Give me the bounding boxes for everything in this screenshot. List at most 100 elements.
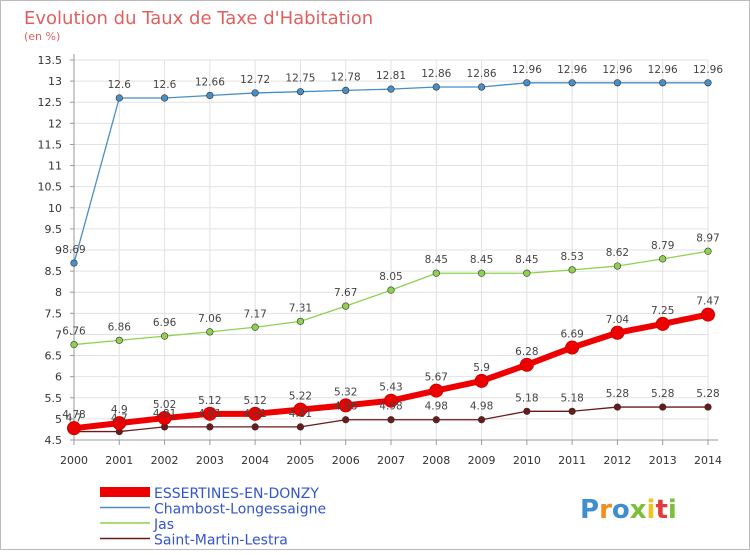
data-label: 12.96 <box>602 64 632 76</box>
data-label: 12.6 <box>153 79 177 91</box>
x-tick-label: 2010 <box>513 454 541 467</box>
data-point <box>384 393 398 408</box>
x-tick-label: 2002 <box>151 454 179 467</box>
data-label: 7.17 <box>243 308 266 320</box>
data-label: 4.98 <box>425 401 448 413</box>
axis-layer: 4.5 5 5.5 6 6.5 7 7.5 8 8.5 9 9.5 10 10.5 11 11.5 12 12.… <box>38 54 722 467</box>
x-tick-label: 2012 <box>603 454 631 467</box>
y-tick-label: 7.5 <box>45 307 63 320</box>
data-point <box>432 269 440 277</box>
data-label: 5.32 <box>334 386 357 398</box>
x-tick-label: 2013 <box>649 454 677 467</box>
data-label: 7.31 <box>289 302 312 314</box>
y-tick-label: 13.5 <box>38 54 63 67</box>
data-label: 4.98 <box>379 401 402 413</box>
data-point <box>251 89 259 97</box>
y-tick-label: 4.5 <box>45 434 63 447</box>
legend-label: Chambost-Longessaigne <box>154 502 326 518</box>
data-label: 12.96 <box>512 64 542 76</box>
data-label: 12.75 <box>285 73 315 85</box>
legend: ESSERTINES-EN-DONZYChambost-Longessaigne… <box>100 486 326 549</box>
data-label: 4.98 <box>334 401 357 413</box>
data-point <box>519 357 534 372</box>
data-point <box>251 323 259 331</box>
x-tick-label: 2004 <box>241 454 269 467</box>
data-label: 5.28 <box>651 388 674 400</box>
data-label: 12.66 <box>195 76 225 88</box>
series-chambost-longessaigne <box>70 79 712 267</box>
data-label: 7.25 <box>651 305 674 317</box>
data-point <box>523 269 531 277</box>
y-tick-label: 10.5 <box>38 181 63 194</box>
data-point <box>704 247 712 255</box>
data-point <box>248 406 263 421</box>
data-point <box>70 259 78 267</box>
data-point <box>568 407 576 415</box>
brand-letter: o <box>612 495 630 525</box>
x-tick-label: 2009 <box>468 454 496 467</box>
data-label: 12.86 <box>421 68 451 80</box>
data-point <box>202 406 217 421</box>
data-point <box>70 340 78 349</box>
data-label: 4.81 <box>289 408 312 420</box>
data-point <box>251 423 259 431</box>
x-tick-label: 2005 <box>286 454 314 467</box>
x-tick-label: 2011 <box>558 454 586 467</box>
data-point <box>523 407 531 415</box>
y-tick-label: 12.5 <box>38 96 63 109</box>
data-label: 4.81 <box>198 408 221 420</box>
data-label: 12.72 <box>240 74 270 86</box>
data-label: 8.45 <box>425 254 448 266</box>
data-label: 6.69 <box>560 329 583 341</box>
data-label: 6.86 <box>108 321 132 333</box>
y-tick-label: 12 <box>48 117 62 130</box>
data-point <box>659 79 667 87</box>
data-point <box>206 423 214 431</box>
data-label: 8.45 <box>470 254 493 266</box>
data-label: 12.86 <box>467 68 497 80</box>
data-label: 5.18 <box>560 392 583 404</box>
y-tick-label: 11.5 <box>38 138 63 151</box>
data-label: 5.12 <box>198 395 221 407</box>
data-label: 4.7 <box>66 413 83 425</box>
brand-letter: i <box>647 495 656 525</box>
brand-letter: x <box>630 495 647 525</box>
brand-letter: r <box>599 495 612 525</box>
data-label: 12.6 <box>108 79 132 91</box>
data-label: 8.69 <box>62 244 85 256</box>
data-label: 5.67 <box>425 372 448 384</box>
data-label: 5.28 <box>606 388 629 400</box>
y-tick-label: 6.5 <box>45 350 63 363</box>
data-label-layer: 4.7 4.7 4.81 4.81 4.81 4.81 4.98 4.98 4.98 4.98 5.… <box>62 64 723 425</box>
data-label: 5.9 <box>473 362 490 374</box>
y-tick-label: 11 <box>48 160 62 173</box>
data-label: 4.78 <box>62 409 85 421</box>
x-tick-label: 2006 <box>332 454 360 467</box>
brand-logo: Proxiti <box>580 495 677 525</box>
data-label: 7.47 <box>696 296 719 308</box>
data-label: 12.96 <box>557 64 587 76</box>
data-point <box>296 88 305 96</box>
data-point <box>568 266 576 274</box>
y-tick-label: 9 <box>55 244 62 257</box>
data-label: 7.06 <box>198 313 222 325</box>
legend-label: Saint-Martin-Lestra <box>154 533 288 549</box>
data-point <box>610 325 625 340</box>
legend-label: ESSERTINES-EN-DONZY <box>154 486 319 502</box>
data-point <box>704 79 712 87</box>
data-label: 4.81 <box>153 408 176 420</box>
series-layer <box>67 79 715 436</box>
y-tick-label: 8 <box>55 286 62 299</box>
data-label: 4.81 <box>243 408 266 420</box>
data-point <box>429 383 444 398</box>
series-jas <box>70 247 712 349</box>
data-point <box>474 373 489 388</box>
data-point <box>160 332 169 340</box>
data-label: 8.53 <box>560 251 583 263</box>
data-point <box>206 91 214 100</box>
data-point <box>477 416 486 424</box>
data-point <box>387 416 395 424</box>
data-point <box>293 402 308 417</box>
data-point <box>432 416 440 424</box>
